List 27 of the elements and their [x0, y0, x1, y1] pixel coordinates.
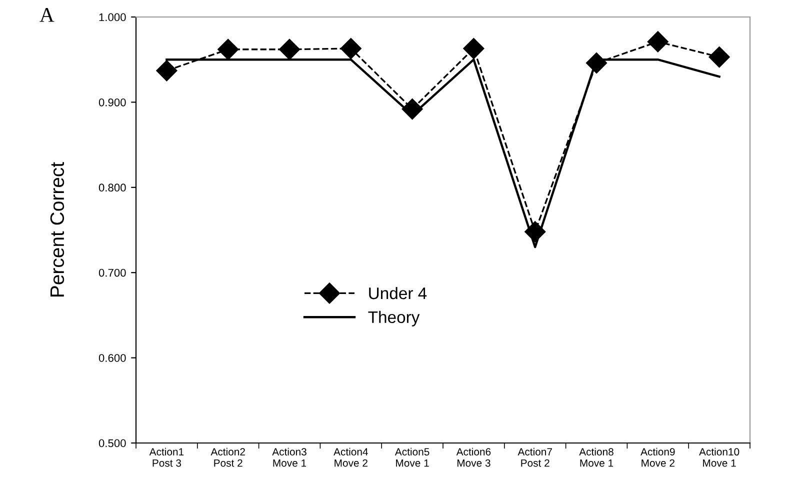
y-axis-title: Percent Correct [50, 162, 64, 296]
point [278, 38, 300, 60]
x-tick-label: Action2 Post 2 [210, 448, 245, 467]
x-tick-label: Action1 Post 3 [149, 448, 184, 467]
x-tick-label: Action6 Move 3 [456, 448, 491, 467]
y-tick-label: 0.500 [98, 439, 126, 448]
point [463, 38, 484, 60]
x-tick-label: Action7 Post 2 [518, 448, 552, 467]
x-tick-label: Action8 Move 1 [579, 448, 614, 467]
x-tick-label: Action3 Move 1 [272, 448, 306, 467]
x-tick-label: Action5 Move 1 [394, 448, 430, 467]
point [340, 38, 362, 60]
x-tick-label: Action10 Move 1 [699, 448, 740, 467]
y-tick-label: 0.900 [98, 98, 126, 106]
point [708, 46, 730, 68]
point [218, 38, 239, 60]
x-tick-label: Action9 Move 2 [640, 448, 675, 467]
y-tick-label: 1.000 [99, 13, 126, 22]
point [156, 60, 178, 82]
point [647, 31, 668, 52]
legend-label: Under 4 [369, 286, 427, 300]
x-tick-label: Action4 Move 2 [334, 448, 368, 467]
legend-label: Theory [368, 310, 420, 326]
text: A [40, 8, 54, 22]
y-tick-label: 0.700 [98, 268, 126, 277]
y-tick-label: 0.600 [98, 354, 126, 362]
y-tick-label: 0.800 [98, 184, 126, 192]
